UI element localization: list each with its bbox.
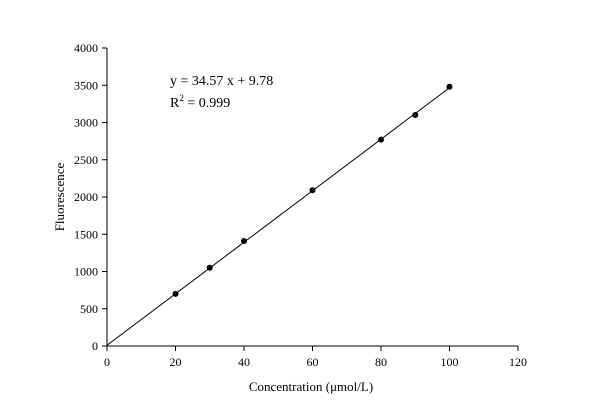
r-squared-superscript: 2	[179, 93, 184, 103]
y-tick-label: 500	[80, 302, 98, 316]
y-tick-label: 3000	[74, 116, 98, 130]
y-tick-label: 2000	[74, 190, 98, 204]
data-point	[446, 83, 453, 90]
r-squared-value: = 0.999	[184, 96, 230, 111]
x-axis-title: Concentration (μmol/L)	[249, 379, 373, 394]
y-tick-label: 1500	[74, 227, 98, 241]
y-tick-label: 0	[92, 339, 98, 353]
data-point	[172, 290, 179, 297]
y-tick-label: 4000	[74, 41, 98, 55]
r-squared-prefix: R	[170, 96, 180, 111]
y-tick-label: 1000	[74, 265, 98, 279]
axes	[106, 48, 518, 347]
data-point	[241, 237, 247, 244]
data-point	[309, 187, 316, 194]
data-point	[378, 136, 384, 143]
y-tick-label: 2500	[74, 153, 98, 167]
data-point	[206, 264, 213, 271]
x-tick-label: 60	[307, 355, 319, 369]
fit-line-group	[106, 87, 450, 346]
y-axis-title: Fluorescence	[52, 162, 67, 231]
y-tick-label: 3500	[74, 78, 98, 92]
x-tick-label: 0	[104, 355, 110, 369]
x-tick-label: 120	[509, 355, 527, 369]
fit-equation: y = 34.57 x + 9.78	[170, 74, 273, 89]
x-tick-label: 100	[441, 355, 459, 369]
x-tick-label: 20	[170, 355, 182, 369]
data-point	[412, 112, 419, 119]
x-tick-label: 40	[238, 355, 250, 369]
data-points	[172, 83, 453, 297]
r-squared-label: R2 = 0.999	[170, 93, 230, 111]
ticks: 0 20 40 60 80 100 120 0 500 1000 1500 2000 2500 3000 3…	[74, 41, 527, 369]
x-tick-label: 80	[375, 355, 387, 369]
regression-line	[106, 87, 450, 346]
